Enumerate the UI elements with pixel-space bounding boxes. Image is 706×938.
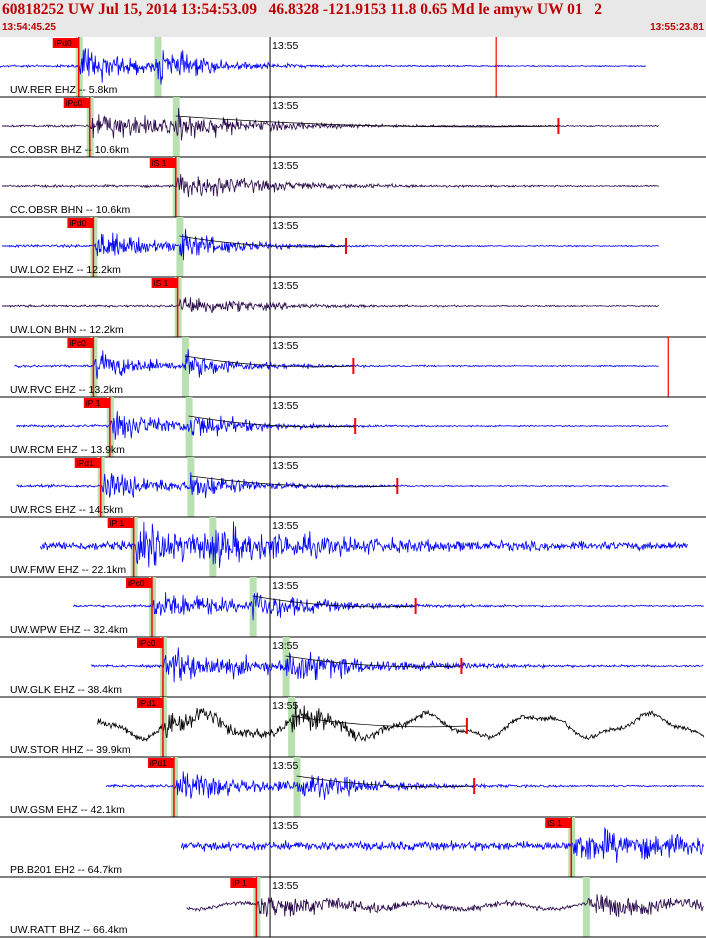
- pick-box: [147, 758, 174, 768]
- station-label: CC.OBSR BHN -- 10.6km: [10, 204, 130, 216]
- pick-label: iPd1: [77, 458, 94, 468]
- minute-tick-label: 13:55: [272, 820, 298, 832]
- theory-curve: [179, 235, 347, 248]
- station-label: UW.RATT BHZ -- 66.4km: [10, 924, 128, 936]
- minute-tick-label: 13:55: [272, 760, 298, 772]
- seismogram-panel: 13:55 iPd0 UW.RER EHZ -- 5.8km 13:55 iPc0 CC.…: [0, 37, 706, 938]
- pick-label: iS 1: [152, 158, 167, 168]
- minute-tick-label: 13:55: [272, 640, 298, 652]
- waveform-trace: [8, 228, 660, 261]
- end-time: 13:55:23.81: [650, 22, 704, 33]
- pick-label: iP 1: [86, 398, 101, 408]
- pick-label: iPc0: [128, 578, 145, 588]
- pick-box: [74, 458, 101, 468]
- pick-box: [545, 818, 572, 828]
- minute-tick-label: 13:55: [272, 100, 298, 112]
- pick-label: iPd1: [150, 758, 167, 768]
- waveform-trace: [9, 107, 659, 141]
- pick-label: iS 1: [547, 818, 562, 828]
- waveform-trace: [9, 173, 660, 198]
- pick-label: iPd0: [69, 218, 86, 228]
- minute-tick-label: 13:55: [272, 700, 298, 712]
- minute-tick-label: 13:55: [272, 400, 298, 412]
- s-window-shade: [185, 397, 193, 457]
- station-label: UW.LO2 EHZ -- 12.2km: [10, 264, 121, 276]
- station-label: PB.B201 EH2 -- 64.7km: [10, 864, 122, 876]
- pick-box: [136, 638, 163, 648]
- minute-tick-label: 13:55: [272, 40, 298, 52]
- pick-label: iPc0: [66, 98, 83, 108]
- pick-label: iPc0: [69, 338, 86, 348]
- s-window-shade: [293, 757, 301, 817]
- waveform-trace: [180, 826, 704, 863]
- minute-tick-label: 13:55: [272, 580, 298, 592]
- theory-curve: [296, 775, 475, 788]
- event-title: 60818252 UW Jul 15, 2014 13:54:53.09 46.…: [2, 1, 603, 18]
- pick-label: iPc0: [139, 638, 156, 648]
- waveform-trace: [14, 349, 659, 380]
- pick-label: iS 1: [154, 278, 169, 288]
- station-label: CC.OBSR BHZ -- 10.6km: [10, 144, 129, 156]
- s-window-shade: [187, 457, 195, 517]
- pick-box: [230, 878, 257, 888]
- theory-curve: [175, 115, 559, 128]
- station-label: UW.STOR HHZ -- 39.9km: [10, 744, 131, 756]
- waveform-trace: [97, 701, 705, 742]
- minute-tick-label: 13:55: [272, 220, 298, 232]
- waveform-trace: [16, 472, 669, 499]
- start-time: 13:54:45.25: [2, 22, 56, 33]
- pick-box: [52, 38, 79, 48]
- station-label: UW.GLK EHZ -- 38.4km: [10, 684, 122, 696]
- pick-box: [149, 158, 176, 168]
- pick-box: [83, 398, 110, 408]
- waveform-trace: [0, 48, 647, 85]
- waveform-trace: [186, 894, 704, 918]
- station-label: UW.FMW EHZ -- 22.1km: [10, 564, 126, 576]
- header-bar: 60818252 UW Jul 15, 2014 13:54:53.09 46.…: [0, 0, 706, 37]
- theory-curve: [184, 355, 354, 368]
- pick-box: [67, 338, 94, 348]
- minute-tick-label: 13:55: [272, 880, 298, 892]
- minute-tick-label: 13:55: [272, 340, 298, 352]
- theory-curve: [291, 715, 467, 728]
- pick-label: iPd0: [55, 38, 72, 48]
- station-label: UW.RCM EHZ -- 13.9km: [10, 444, 125, 456]
- s-window-shade: [582, 877, 590, 937]
- waveform-trace: [39, 521, 689, 568]
- minute-tick-label: 13:55: [272, 280, 298, 292]
- station-label: UW.RCS EHZ -- 14.5km: [10, 504, 123, 516]
- pick-box: [67, 218, 94, 228]
- pick-box: [151, 278, 178, 288]
- waveform-trace: [72, 592, 704, 621]
- waveform-trace: [16, 411, 669, 440]
- theory-curve: [190, 475, 398, 488]
- pick-box: [107, 518, 134, 528]
- station-label: UW.WPW EHZ -- 32.4km: [10, 624, 128, 636]
- theory-curve: [285, 655, 462, 668]
- station-label: UW.RVC EHZ -- 13.2km: [10, 384, 123, 396]
- pick-label: iPd1: [139, 698, 156, 708]
- station-label: UW.RER EHZ -- 5.8km: [10, 84, 118, 96]
- pick-label: iP 1: [232, 878, 247, 888]
- theory-curve: [252, 595, 416, 608]
- s-window-shade: [176, 217, 184, 277]
- waveform-trace: [91, 647, 704, 683]
- theory-curve: [188, 415, 356, 428]
- station-label: UW.LON BHN -- 12.2km: [10, 324, 124, 336]
- minute-tick-label: 13:55: [272, 160, 298, 172]
- station-label: UW.GSM EHZ -- 42.1km: [10, 804, 125, 816]
- pick-label: iP 1: [110, 518, 125, 528]
- minute-tick-label: 13:55: [272, 520, 298, 532]
- waveform-trace: [105, 771, 705, 800]
- pick-box: [125, 578, 152, 588]
- minute-tick-label: 13:55: [272, 460, 298, 472]
- pick-box: [136, 698, 163, 708]
- pick-box: [63, 98, 90, 108]
- waveform-trace: [8, 297, 659, 314]
